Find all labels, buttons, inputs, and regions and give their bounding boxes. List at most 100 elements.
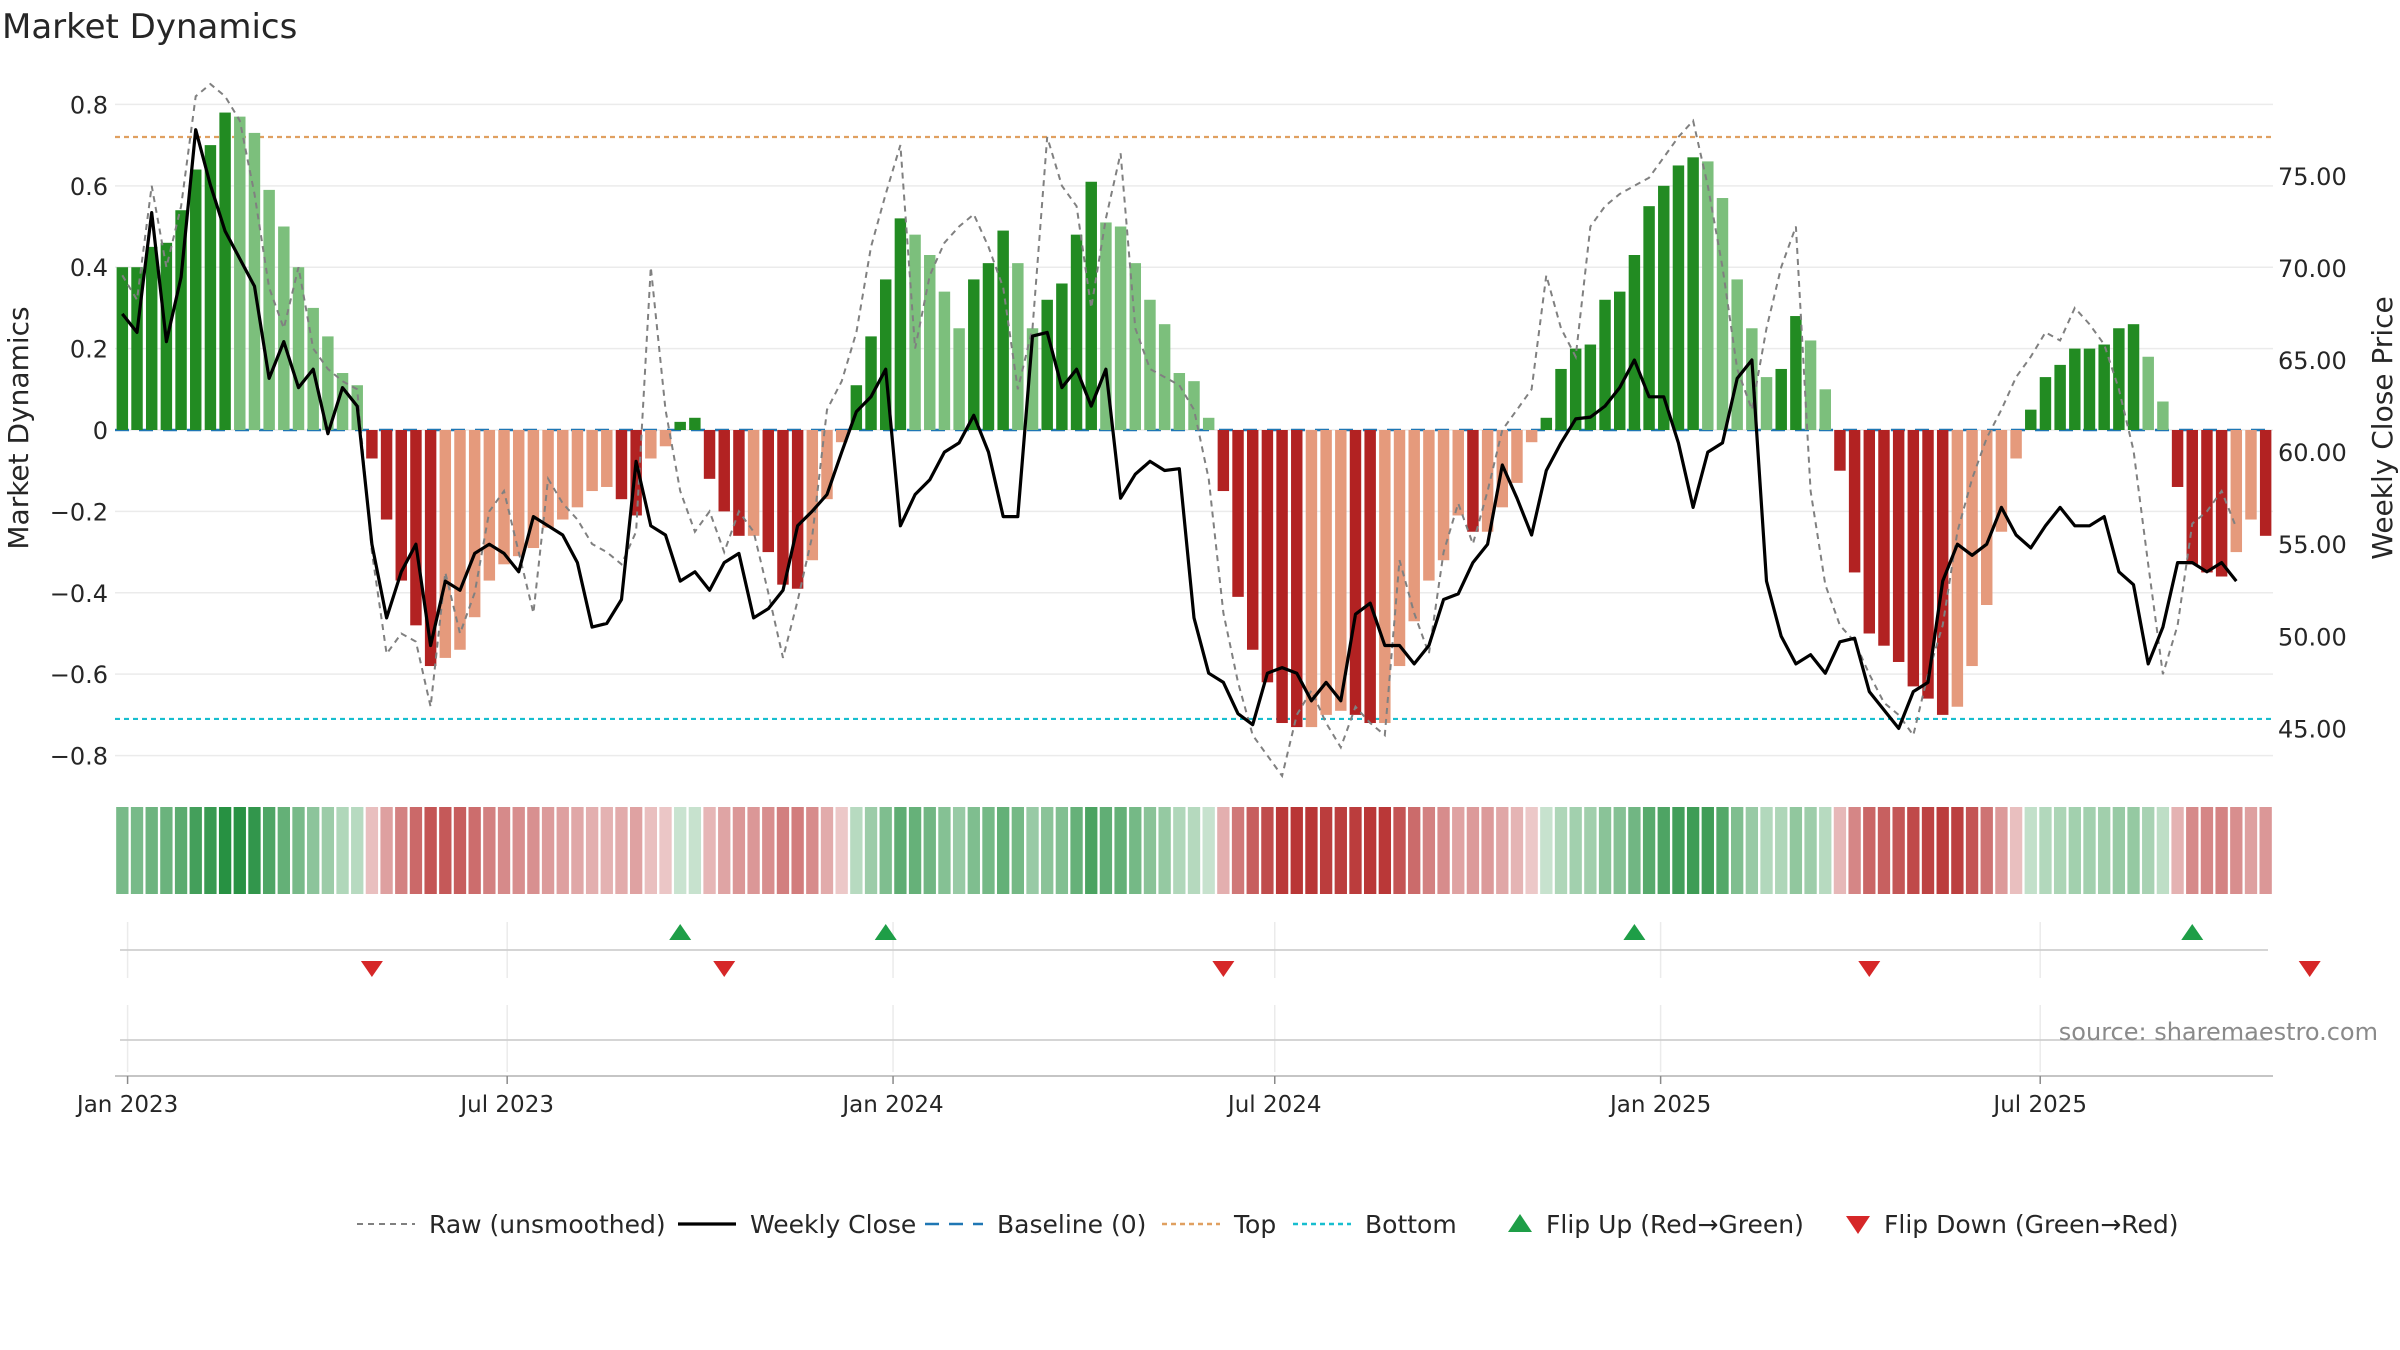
- flip-down-marker: [1858, 961, 1881, 977]
- dynamics-bar: [2025, 409, 2037, 430]
- dynamics-bar: [2054, 364, 2066, 430]
- dynamics-bar: [2186, 430, 2198, 565]
- heat-cell: [1408, 807, 1421, 894]
- dynamics-bar: [1863, 430, 1876, 634]
- dynamics-bar: [1026, 328, 1039, 430]
- heat-cell: [1613, 807, 1626, 894]
- dynamics-bar: [2171, 430, 2184, 487]
- heat-cell: [982, 807, 995, 894]
- heat-cell: [674, 807, 687, 894]
- heat-cell: [571, 807, 584, 894]
- heat-cell: [1745, 807, 1759, 894]
- heat-cell: [424, 807, 437, 894]
- heat-cell: [1114, 807, 1127, 894]
- dynamics-bar: [2201, 430, 2213, 573]
- dynamics-bar: [1114, 226, 1127, 430]
- heat-cell: [1731, 807, 1744, 894]
- x-axis-ticks: Jan 2023 Jul 2023 Jan 2024 Jul 2024 Jan 2025…: [75, 1076, 2087, 1118]
- heat-strip: [116, 807, 2272, 894]
- heat-cell: [189, 807, 202, 894]
- heat-cell: [307, 807, 320, 894]
- heat-cell: [879, 807, 892, 894]
- flip-down-marker: [2298, 961, 2321, 977]
- y-right-tick-label: 55.00: [2278, 531, 2347, 559]
- dynamics-bar: [1672, 165, 1685, 430]
- heat-cell: [453, 807, 467, 894]
- dynamics-bar: [924, 255, 936, 430]
- heat-cell: [174, 807, 188, 894]
- heat-cell: [629, 807, 643, 894]
- dynamics-bar: [1848, 430, 1861, 573]
- heat-cell: [1143, 807, 1157, 894]
- dynamics-bar: [703, 430, 716, 479]
- dynamics-bar: [1804, 340, 1817, 430]
- dynamics-bar: [483, 430, 496, 581]
- heat-cell: [527, 807, 540, 894]
- heat-cell: [130, 807, 144, 894]
- heat-cell: [688, 807, 702, 894]
- dynamics-bar: [1232, 430, 1244, 597]
- dynamics-bar: [1569, 348, 1582, 430]
- dynamics-bar: [1731, 279, 1743, 430]
- dynamics-bar: [1173, 373, 1186, 430]
- legend-swatch-flip-down: [1846, 1216, 1870, 1234]
- dynamics-bar: [2259, 430, 2272, 536]
- dynamics-bar: [1437, 430, 1450, 561]
- heat-cell: [1349, 807, 1362, 894]
- heat-cell: [835, 807, 848, 894]
- dynamics-bar: [2098, 344, 2110, 430]
- dynamics-bar: [248, 132, 261, 430]
- dynamics-bar: [1305, 430, 1318, 728]
- heat-cell: [160, 807, 173, 894]
- bottom-panel: [115, 1005, 2273, 1077]
- heat-cell: [659, 807, 672, 894]
- heat-cell: [1129, 807, 1142, 894]
- dynamics-bar: [1511, 430, 1523, 483]
- dynamics-bar: [850, 385, 863, 430]
- heat-cell: [468, 807, 481, 894]
- dynamics-bar: [2039, 377, 2052, 430]
- dynamics-bar: [1349, 430, 1362, 715]
- heat-cell: [1011, 807, 1025, 894]
- heat-cell: [1305, 807, 1318, 894]
- heat-cell: [218, 807, 232, 894]
- heat-cell: [762, 807, 775, 894]
- dynamics-bar: [2069, 348, 2081, 430]
- legend-label-raw: Raw (unsmoothed): [429, 1210, 666, 1239]
- heat-cell: [1158, 807, 1171, 894]
- dynamics-bar: [1775, 368, 1787, 430]
- heat-cell: [409, 807, 423, 894]
- dynamics-bar: [468, 430, 481, 618]
- heat-cell: [1246, 807, 1259, 894]
- heat-cell: [1275, 807, 1289, 894]
- heat-cell: [1554, 807, 1568, 894]
- dynamics-bar: [234, 116, 246, 431]
- heat-cell: [1936, 807, 1949, 894]
- heat-cell: [820, 807, 834, 894]
- y-left-tick-label: 0.2: [70, 336, 108, 364]
- dynamics-bar: [1540, 417, 1553, 430]
- dynamics-bar: [1320, 430, 1332, 715]
- dynamics-bar: [601, 430, 613, 487]
- heat-cell: [1995, 807, 2008, 894]
- dynamics-bar: [1129, 263, 1142, 430]
- heat-cell: [2112, 807, 2126, 894]
- dynamics-bar: [1819, 389, 1831, 430]
- dynamics-bar: [498, 430, 510, 565]
- dynamics-bar: [1188, 381, 1200, 430]
- dynamics-bar: [1687, 157, 1699, 431]
- heat-cell: [1716, 807, 1729, 894]
- dynamics-bar: [2215, 430, 2228, 577]
- dynamics-bar: [1144, 299, 1156, 430]
- dynamics-bar: [1951, 430, 1964, 707]
- dynamics-bar: [1834, 430, 1846, 471]
- dynamics-bar: [1716, 198, 1729, 430]
- raw-unsmoothed-line: [121, 82, 2238, 779]
- heat-cell: [1055, 807, 1069, 894]
- y-axis-right-ticks: 75.00 70.00 65.00 60.00 55.00 50.00 45.00: [2278, 163, 2347, 744]
- heat-cell: [1437, 807, 1450, 894]
- heat-cell: [644, 807, 657, 894]
- heat-cell: [556, 807, 569, 894]
- heat-cell: [1892, 807, 1905, 894]
- heat-cell: [1041, 807, 1054, 894]
